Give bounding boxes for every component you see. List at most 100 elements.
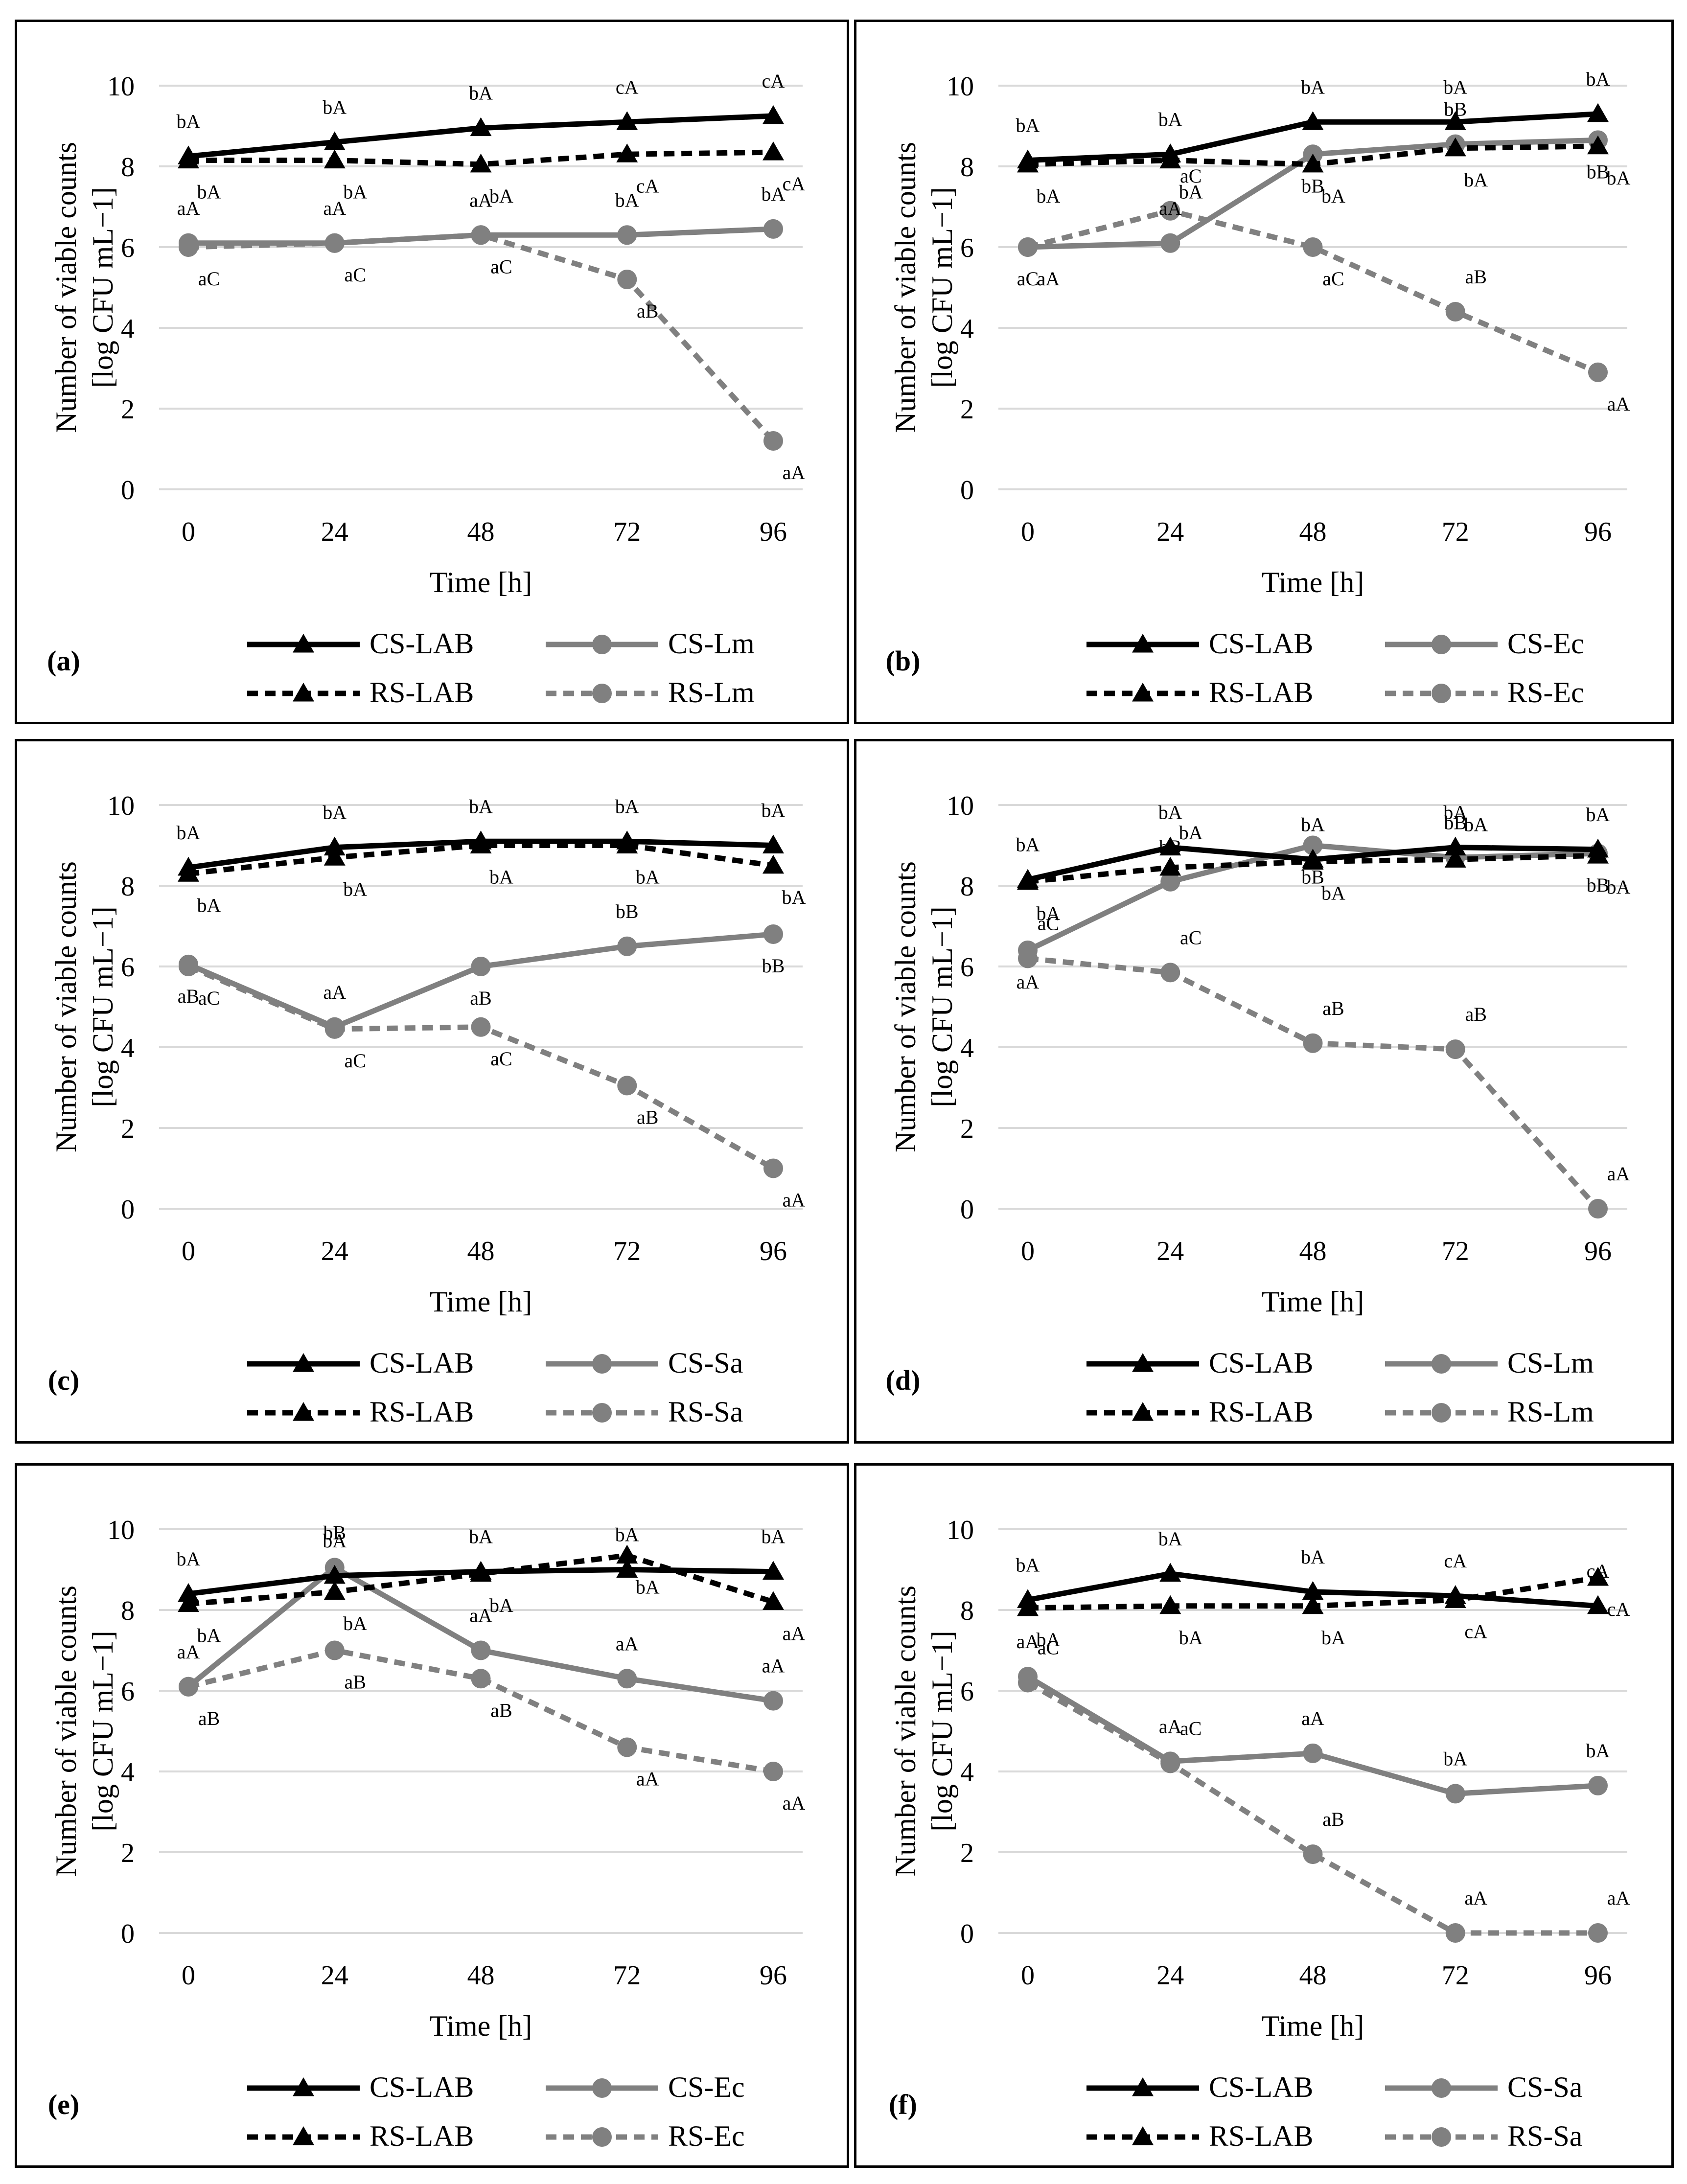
y-tick-label-4: 4	[960, 1033, 974, 1063]
data-point-rs-lab-48	[1302, 1595, 1324, 1614]
x-axis-title: Time [h]	[430, 1286, 532, 1318]
significance-label-rs-sa-96: aA	[783, 1189, 806, 1211]
data-point-cs-sa-0	[179, 954, 198, 974]
y-axis-title-line2: [log CFU mL−1]	[87, 187, 119, 388]
series-line-rs-lm	[1027, 956, 1600, 1211]
significance-label-rs-lab-24: bA	[1179, 1627, 1203, 1649]
data-point-cs-lm-0	[1018, 941, 1038, 960]
legend-marker-cs-lab	[1132, 2077, 1154, 2096]
legend-marker-cs-lab	[293, 634, 314, 653]
significance-label-rs-lab-48: bA	[1321, 882, 1345, 904]
data-point-rs-lm-96	[1588, 1199, 1608, 1218]
y-tick-label-8: 8	[960, 152, 974, 183]
legend-label-cs-ec: CS-Ec	[1507, 627, 1584, 660]
legend-marker-cs-lab	[1132, 1353, 1154, 1372]
significance-label-cs-sa-24: aA	[323, 981, 346, 1003]
x-tick-label-72: 72	[1442, 1236, 1469, 1266]
data-point-rs-sa-96	[1588, 1923, 1608, 1943]
data-point-cs-ec-24	[1160, 233, 1180, 253]
significance-label-cs-sa-96: bB	[762, 955, 785, 977]
x-tick-label-0: 0	[182, 1960, 195, 1991]
significance-label-rs-lm-96: aA	[783, 461, 806, 483]
chart-panel-b: 0 2 4 6 8 10 0 24 48 72 96 Time [h] Number of viable…	[854, 20, 1674, 724]
significance-label-rs-sa-0: aC	[198, 987, 220, 1009]
significance-label-cs-ec-48: aA	[469, 1605, 492, 1627]
significance-label-cs-lm-48: bB	[1301, 866, 1324, 888]
x-tick-label-24: 24	[1156, 1236, 1184, 1266]
significance-label-rs-ec-0: aA	[1037, 268, 1060, 290]
significance-label-rs-sa-24: aC	[345, 1050, 366, 1072]
significance-label-cs-lm-96: bA	[762, 183, 786, 205]
significance-label-cs-lm-0: aA	[1017, 971, 1040, 993]
y-axis-title-line1: Number of viable counts	[50, 1586, 82, 1877]
significance-label-rs-sa-48: aB	[1322, 1808, 1344, 1830]
y-axis-title-line2: [log CFU mL−1]	[87, 1631, 119, 1832]
legend-label-rs-lab: RS-LAB	[370, 1396, 474, 1428]
data-point-cs-lab-48	[1302, 849, 1324, 868]
data-point-rs-ec-48	[471, 1669, 491, 1689]
significance-label-cs-lab-48: bA	[469, 1526, 493, 1548]
series-line-rs-lab	[188, 843, 774, 876]
significance-label-cs-lm-72: bB	[1444, 811, 1467, 833]
y-tick-label-6: 6	[121, 1677, 135, 1707]
data-point-cs-sa-96	[763, 924, 783, 944]
significance-label-cs-lab-96: bA	[762, 1526, 786, 1548]
data-point-rs-ec-72	[617, 1737, 637, 1757]
y-axis-title-line2: [log CFU mL−1]	[926, 1631, 958, 1832]
data-point-cs-lab-96	[1587, 838, 1609, 858]
significance-label-cs-lm-24: aA	[323, 197, 346, 219]
legend-label-rs-lab: RS-LAB	[1209, 2120, 1313, 2152]
legend-label-cs-lab: CS-LAB	[370, 627, 474, 660]
data-point-rs-lab-0	[178, 1593, 199, 1612]
significance-label-rs-lab-48: bA	[489, 866, 513, 888]
y-axis-title-line1: Number of viable counts	[50, 861, 82, 1152]
y-tick-label-0: 0	[960, 1195, 974, 1225]
data-point-rs-sa-48	[1303, 1844, 1323, 1864]
significance-label-cs-lab-72: cA	[1444, 1550, 1467, 1572]
x-tick-label-48: 48	[467, 1236, 495, 1266]
legend-label-cs-lab: CS-LAB	[1209, 1347, 1313, 1379]
data-point-rs-lab-96	[1587, 135, 1609, 155]
x-tick-label-96: 96	[1584, 517, 1612, 547]
legend-marker-rs-ec	[1432, 684, 1451, 703]
significance-label-rs-ec-0: aB	[198, 1707, 220, 1729]
significance-label-cs-ec-96: aA	[762, 1655, 785, 1677]
legend-marker-rs-lab	[1132, 1402, 1154, 1421]
legend-label-cs-lm: CS-Lm	[668, 627, 755, 660]
x-tick-label-48: 48	[1299, 1236, 1327, 1266]
significance-label-rs-lab-96: aA	[783, 1623, 806, 1645]
data-point-cs-lab-24	[324, 131, 346, 150]
y-axis-title-line2: [log CFU mL−1]	[926, 187, 958, 388]
significance-label-rs-sa-72: aB	[637, 1106, 658, 1128]
significance-label-rs-lab-96: bA	[1607, 876, 1631, 898]
x-tick-label-48: 48	[1299, 517, 1327, 547]
y-tick-label-10: 10	[107, 71, 135, 102]
significance-label-rs-lab-72: bA	[1464, 169, 1488, 191]
data-point-cs-lab-72	[616, 1559, 638, 1578]
y-tick-label-4: 4	[121, 1033, 135, 1063]
series-line-rs-sa	[1026, 1680, 1598, 1936]
chart-panel-d: 0 2 4 6 8 10 0 24 48 72 96 Time [h] Number of viable…	[854, 739, 1674, 1444]
significance-label-cs-lab-48: bA	[1301, 813, 1325, 835]
legend-marker-rs-ec	[592, 2127, 612, 2147]
significance-label-cs-ec-0: aC	[1017, 268, 1039, 290]
panel-label: (f)	[889, 2089, 917, 2120]
significance-label-rs-lab-72: bA	[1464, 813, 1488, 835]
legend-label-cs-lab: CS-LAB	[370, 1347, 474, 1379]
x-tick-label-72: 72	[1442, 1960, 1469, 1991]
x-tick-label-24: 24	[1156, 1960, 1184, 1991]
significance-label-rs-lab-72: cA	[636, 175, 659, 197]
significance-label-rs-lm-72: aB	[1465, 1003, 1487, 1025]
significance-label-rs-ec-96: aA	[783, 1792, 806, 1814]
data-point-cs-lab-48	[470, 117, 492, 137]
data-point-cs-lab-72	[616, 830, 638, 850]
significance-label-rs-lm-0: aC	[198, 268, 220, 290]
data-point-cs-lab-96	[1587, 103, 1609, 122]
significance-label-rs-lm-0: aC	[1038, 913, 1059, 935]
data-point-cs-sa-48	[1303, 1743, 1323, 1763]
data-point-cs-lab-0	[178, 1583, 199, 1602]
data-point-cs-lab-24	[324, 1564, 346, 1584]
data-point-cs-lm-96	[763, 219, 783, 239]
